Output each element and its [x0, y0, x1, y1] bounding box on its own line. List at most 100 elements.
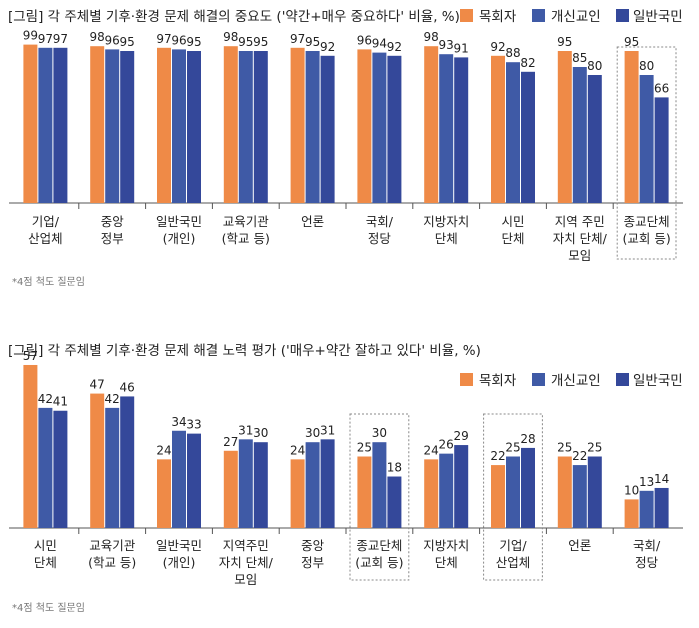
- data-label: 85: [572, 51, 587, 65]
- bar: [521, 447, 535, 528]
- bar: [557, 456, 572, 528]
- bar: [320, 55, 335, 203]
- data-label: 29: [454, 429, 469, 443]
- bar: [223, 46, 238, 204]
- bar: [454, 445, 469, 528]
- bar: [639, 75, 654, 203]
- category-label: 중앙: [301, 538, 325, 553]
- bar: [90, 393, 105, 528]
- bar: [357, 456, 372, 528]
- category-label: 기업/: [32, 214, 60, 229]
- bar: [654, 487, 669, 528]
- chart-1-title: [그림] 각 주체별 기후·환경 문제 해결의 중요도 ('약간+매우 중요하다…: [8, 9, 460, 25]
- highlight-box: [616, 46, 677, 260]
- category-label: 종교단체: [624, 214, 670, 229]
- bar: [624, 51, 639, 203]
- data-label: 94: [372, 37, 387, 51]
- category-label: 단체: [34, 555, 57, 570]
- legend-1-swatch-1: [532, 9, 545, 22]
- data-label: 10: [624, 483, 639, 497]
- category-label: 모임: [568, 248, 591, 263]
- bar: [290, 47, 305, 203]
- data-label: 25: [557, 441, 572, 455]
- category-label: 단체: [435, 231, 458, 246]
- bar: [521, 71, 535, 203]
- category-label: 일반국민: [156, 538, 202, 553]
- category-label: 지방자치: [423, 538, 469, 553]
- bar: [187, 51, 201, 203]
- bar: [624, 499, 639, 528]
- data-label: 31: [238, 423, 253, 437]
- bar: [53, 47, 68, 203]
- data-label: 22: [490, 449, 505, 463]
- category-label: (교회 등): [622, 231, 670, 246]
- category-label: 국회/: [633, 538, 661, 553]
- bar: [557, 51, 572, 203]
- category-label: (교회 등): [355, 555, 403, 570]
- category-label: 자치 단체/: [553, 231, 608, 246]
- data-label: 92: [320, 40, 335, 54]
- data-label: 95: [238, 35, 253, 49]
- category-label: 자치 단체/: [219, 555, 274, 570]
- data-label: 98: [90, 30, 105, 44]
- highlight-box: [483, 413, 543, 581]
- data-label: 95: [305, 35, 320, 49]
- legend-1-label-1: 개신교인: [551, 9, 601, 25]
- bar: [506, 62, 520, 204]
- data-label: 33: [186, 418, 201, 432]
- category-label: 지역 주민: [555, 214, 605, 229]
- category-label: 교육기관: [223, 214, 270, 229]
- bar: [491, 55, 505, 203]
- chart-2-legend: 목회자 개신교인 일반국민: [460, 373, 683, 389]
- data-label: 96: [171, 33, 186, 47]
- bar: [38, 407, 53, 528]
- category-label: 시민: [501, 214, 524, 229]
- category-label: 정당: [368, 231, 392, 246]
- data-label: 41: [53, 395, 68, 409]
- data-label: 24: [424, 443, 439, 457]
- legend-1-label-2: 일반국민: [633, 9, 683, 25]
- data-label: 30: [305, 426, 320, 440]
- bar: [38, 47, 53, 203]
- category-label: 단체: [435, 555, 458, 570]
- bar: [454, 57, 469, 204]
- bar: [90, 46, 105, 204]
- data-label: 93: [439, 38, 454, 52]
- data-label: 42: [105, 392, 120, 406]
- data-label: 98: [223, 30, 238, 44]
- bar: [587, 456, 602, 528]
- bar: [424, 46, 439, 204]
- data-label: 24: [290, 443, 305, 457]
- bar: [654, 97, 669, 203]
- data-label: 97: [156, 32, 171, 46]
- category-label: 교육기관: [89, 538, 136, 553]
- category-label: 정부: [301, 555, 324, 570]
- bar: [387, 55, 402, 203]
- data-label: 95: [120, 35, 135, 49]
- bar: [187, 433, 201, 528]
- data-label: 47: [90, 378, 105, 392]
- bar: [491, 465, 505, 528]
- category-label: 시민: [34, 538, 57, 553]
- data-label: 28: [520, 432, 535, 446]
- category-label: 모임: [234, 572, 257, 587]
- bar: [172, 49, 186, 204]
- legend-2-label-0: 목회자: [479, 373, 517, 389]
- data-label: 80: [639, 59, 654, 73]
- bar: [157, 459, 171, 528]
- category-label: (학교 등): [88, 555, 136, 570]
- data-label: 95: [253, 35, 268, 49]
- bar: [172, 430, 186, 528]
- bar: [305, 51, 320, 203]
- bar: [238, 439, 253, 528]
- chart-1: [그림] 각 주체별 기후·환경 문제 해결의 중요도 ('약간+매우 중요하다…: [8, 9, 683, 288]
- bar: [357, 49, 372, 204]
- chart-2-note: *4점 척도 질문임: [12, 601, 85, 614]
- bar: [506, 456, 520, 528]
- category-label: 기업/: [499, 538, 527, 553]
- legend-2-label-2: 일반국민: [633, 373, 683, 389]
- data-label: 66: [654, 81, 669, 95]
- data-label: 99: [23, 29, 38, 43]
